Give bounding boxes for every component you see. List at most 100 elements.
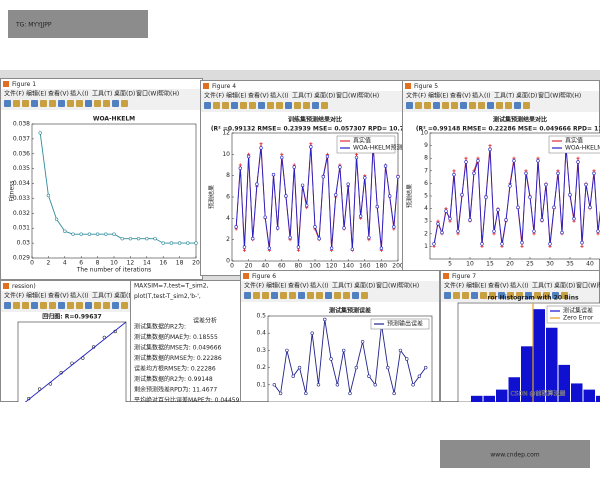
menu-item: 查看(V)	[450, 92, 471, 100]
point-marker	[54, 217, 59, 221]
plot-title: ror Histogram with 20 Bins	[487, 295, 579, 302]
window-title: Figure 4	[212, 83, 236, 90]
point-marker	[296, 248, 300, 252]
menu-item: 插入(I)	[270, 92, 288, 100]
x-axis-label: The number of iterations	[76, 267, 152, 274]
point-marker	[411, 383, 415, 387]
point-marker	[528, 195, 532, 199]
point-marker	[38, 131, 42, 135]
point-marker	[532, 229, 536, 233]
point-marker	[580, 240, 584, 245]
command-line: 测试集数据的R2为:	[134, 323, 186, 331]
point-marker	[464, 160, 468, 164]
toolbar-button	[514, 102, 521, 109]
toolbar-button	[534, 292, 541, 299]
point-marker	[496, 208, 500, 212]
point-marker	[242, 248, 247, 252]
toolbar-button	[94, 100, 101, 107]
legend-box	[336, 135, 396, 154]
x-tick-label: 35	[566, 261, 574, 268]
point-marker	[346, 182, 350, 186]
toolbar-button	[31, 302, 38, 309]
histogram-bar	[483, 395, 495, 402]
window: Figure 1 文件(F) 编辑(E) 查看(V) 插入(I) 工具(T) 桌面(D) 窗口…	[0, 78, 203, 280]
toolbar-button	[294, 102, 301, 109]
toolbar-button	[523, 102, 530, 109]
point-marker	[267, 246, 272, 250]
point-marker	[309, 142, 313, 146]
menu-item: 插入(I)	[70, 292, 88, 300]
point-marker	[334, 193, 338, 197]
x-tick-label: 8	[96, 260, 100, 267]
point-marker	[472, 171, 476, 176]
point-marker	[291, 374, 295, 378]
point-marker	[423, 365, 428, 370]
csdn-watermark: CSDN @前程算法屋	[510, 390, 565, 398]
point-marker	[169, 241, 174, 245]
point-marker	[335, 383, 340, 387]
point-marker	[524, 171, 528, 176]
toolbar-button	[307, 292, 314, 299]
collage: Figure 1文件(F) 编辑(E) 查看(V) 插入(I) 工具(T) 桌面(D) 窗口…	[0, 78, 600, 402]
axes	[429, 132, 600, 260]
x-tick-label: 16	[159, 260, 167, 267]
toolbar-button	[442, 102, 449, 109]
x-tick-label: 100	[309, 263, 321, 270]
y-tick-label: 0.037	[13, 135, 30, 142]
histogram-bar	[571, 383, 583, 402]
menu-item: 工具(T)	[332, 283, 352, 290]
toolbar-button	[462, 292, 469, 299]
point-marker	[348, 391, 352, 396]
x-tick-label: 40	[586, 261, 594, 268]
toolbar-button	[453, 292, 460, 299]
toolbar-button	[498, 292, 505, 299]
menu-item: 窗口(W)	[376, 282, 399, 290]
toolbar-button	[285, 102, 292, 109]
menu-item: 查看(V)	[48, 90, 69, 98]
toolbar-button	[505, 102, 512, 109]
window: Figure 7 文件(F) 编辑(E) 查看(V) 插入(I) 工具(T) 桌面(D) 窗口…	[440, 270, 600, 402]
point-marker	[255, 182, 259, 186]
menu-item: 文件(F)	[406, 92, 426, 100]
menu-item: 桌面(D)	[354, 282, 375, 290]
window: 文件(F)编辑(E)查看(V)插入(I)工具(T)桌面(D)窗口(W)帮助(H)…	[130, 280, 242, 402]
toolbar-button	[49, 302, 56, 309]
point-marker	[383, 164, 388, 168]
point-marker	[234, 225, 238, 229]
legend-box	[370, 318, 430, 330]
menu-item: 插入(I)	[472, 92, 490, 100]
window-title: Figure 6	[252, 273, 276, 280]
y-tick-label: 0.029	[13, 255, 30, 262]
point-marker	[405, 357, 409, 361]
window-icon	[3, 283, 9, 289]
point-marker	[596, 229, 600, 233]
point-marker	[271, 172, 276, 177]
title-bar	[201, 81, 404, 91]
x-tick-label: 200	[392, 263, 404, 270]
plot-subtitle: (R² =0.99132 RMSE= 0.23939 MSE= 0.057307…	[211, 126, 420, 133]
toolbar-button	[303, 102, 310, 109]
window-icon	[243, 273, 249, 279]
x-tick-label: 20	[245, 263, 253, 270]
y-tick-label: 0.1	[256, 381, 266, 388]
point-marker	[305, 203, 309, 208]
point-marker	[460, 193, 464, 197]
toolbar-button	[244, 292, 251, 299]
command-panel	[131, 281, 241, 401]
window: ression)文件(F)编辑(E)查看(V)插入(I)工具(T)桌面(D)窗口…	[0, 280, 135, 402]
point-marker	[329, 246, 334, 250]
toolbar-button	[298, 292, 305, 299]
point-marker	[468, 218, 472, 222]
x-tick-label: 120	[326, 263, 338, 270]
point-marker	[186, 241, 190, 245]
y-tick-label: 0.3	[256, 347, 266, 354]
toolbar-button	[321, 102, 328, 109]
point-marker	[548, 242, 552, 246]
y-tick-label: 8	[424, 155, 428, 162]
menu-item: 桌面(D)	[516, 92, 537, 100]
point-marker	[576, 156, 580, 160]
y-tick-label: 0.03	[17, 240, 31, 247]
toolbar-button	[13, 100, 20, 107]
menu-item: 帮助(H)	[358, 92, 379, 100]
